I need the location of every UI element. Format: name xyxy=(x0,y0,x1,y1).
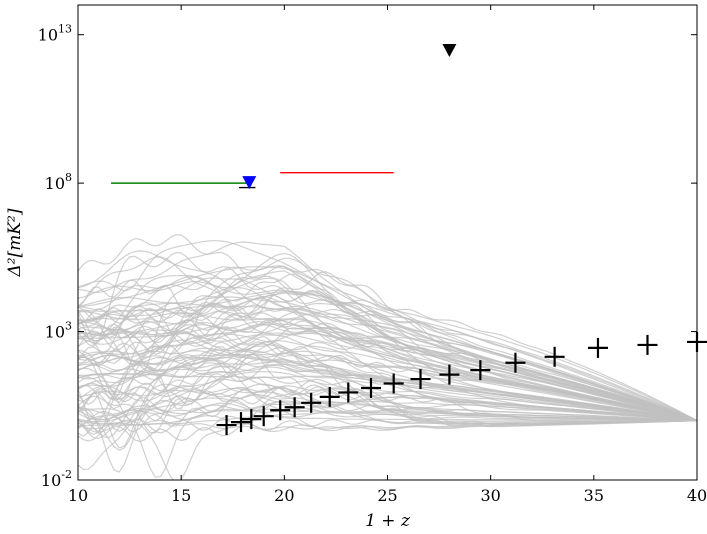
sensitivity-point xyxy=(410,369,431,390)
sensitivity-point xyxy=(637,334,658,355)
x-tick-label: 15 xyxy=(171,486,191,505)
sensitivity-point xyxy=(587,337,608,358)
sensitivity-point xyxy=(270,400,291,421)
model-curve xyxy=(78,257,697,422)
sensitivity-point xyxy=(284,397,305,418)
model-curve xyxy=(78,372,697,422)
y-tick-label: 1013 xyxy=(38,23,72,45)
x-tick-label: 10 xyxy=(68,486,88,505)
y-tick-label: 108 xyxy=(45,171,72,193)
model-curve xyxy=(78,265,697,422)
x-tick-label: 40 xyxy=(687,486,707,505)
model-curve xyxy=(78,241,697,422)
model-curve xyxy=(78,302,697,422)
sensitivity-point xyxy=(301,392,322,413)
limits-layer xyxy=(111,44,457,190)
model-curve xyxy=(78,307,697,422)
x-tick-label: 35 xyxy=(584,486,604,505)
model-curve xyxy=(78,291,697,422)
x-tick-label: 25 xyxy=(377,486,397,505)
y-tick-label: 103 xyxy=(45,320,72,342)
model-curve xyxy=(78,342,697,422)
y-tick-label: 10-2 xyxy=(41,468,72,490)
model-curve xyxy=(78,250,697,422)
model-curve xyxy=(78,251,697,422)
model-curve xyxy=(78,302,697,422)
model-curve xyxy=(78,280,697,422)
sensitivity-point xyxy=(360,377,381,398)
sensitivity-point xyxy=(470,360,491,381)
x-tick-label: 20 xyxy=(274,486,294,505)
sensitivity-point xyxy=(231,412,252,433)
sensitivity-point xyxy=(439,364,460,385)
model-curve xyxy=(78,234,697,422)
upper-limit-marker xyxy=(242,176,257,190)
sensitivity-point xyxy=(216,415,237,436)
sensitivity-point xyxy=(505,352,526,373)
model-curve xyxy=(78,392,697,434)
x-axis-label: 1 + z xyxy=(365,511,411,530)
model-curve xyxy=(78,402,697,422)
model-curve xyxy=(78,340,697,422)
sensitivity-points-layer xyxy=(216,331,707,436)
sensitivity-point xyxy=(319,386,340,407)
x-tick-label: 30 xyxy=(480,486,500,505)
model-curve xyxy=(78,397,697,423)
sensitivity-point xyxy=(338,382,359,403)
sensitivity-point xyxy=(253,406,274,427)
upper-limit-marker xyxy=(442,44,457,58)
ticks-layer: 10 15 20 25 30 35 40 10-2 103 108 1013 xyxy=(38,5,707,505)
model-curve xyxy=(78,349,697,422)
model-curve xyxy=(78,240,697,422)
sensitivity-point xyxy=(383,373,404,394)
model-curve xyxy=(78,309,697,422)
model-curve xyxy=(78,383,697,422)
sensitivity-point xyxy=(241,409,262,430)
model-curve xyxy=(78,400,697,478)
y-axis-label: Δ²[mK²] xyxy=(5,208,25,277)
model-curves-layer xyxy=(78,234,697,480)
model-curve xyxy=(78,387,697,427)
model-curve xyxy=(78,419,697,480)
model-curve xyxy=(78,358,697,451)
sensitivity-point xyxy=(544,346,565,367)
model-curve xyxy=(78,293,697,422)
